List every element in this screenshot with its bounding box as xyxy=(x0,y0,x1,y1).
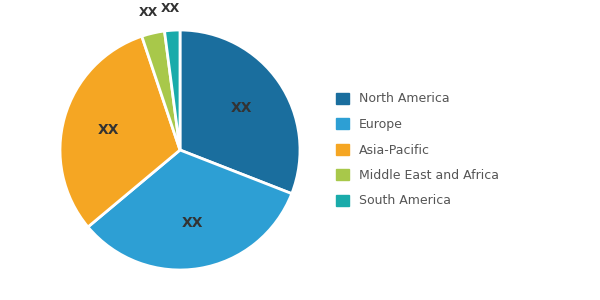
Wedge shape xyxy=(88,150,292,270)
Wedge shape xyxy=(164,30,180,150)
Text: XX: XX xyxy=(230,101,252,115)
Wedge shape xyxy=(60,36,180,227)
Wedge shape xyxy=(180,30,300,194)
Text: XX: XX xyxy=(181,216,203,230)
Text: XX: XX xyxy=(98,123,119,137)
Text: XX: XX xyxy=(161,2,181,15)
Wedge shape xyxy=(142,31,180,150)
Legend: North America, Europe, Asia-Pacific, Middle East and Africa, South America: North America, Europe, Asia-Pacific, Mid… xyxy=(336,92,499,208)
Text: XX: XX xyxy=(139,5,158,19)
